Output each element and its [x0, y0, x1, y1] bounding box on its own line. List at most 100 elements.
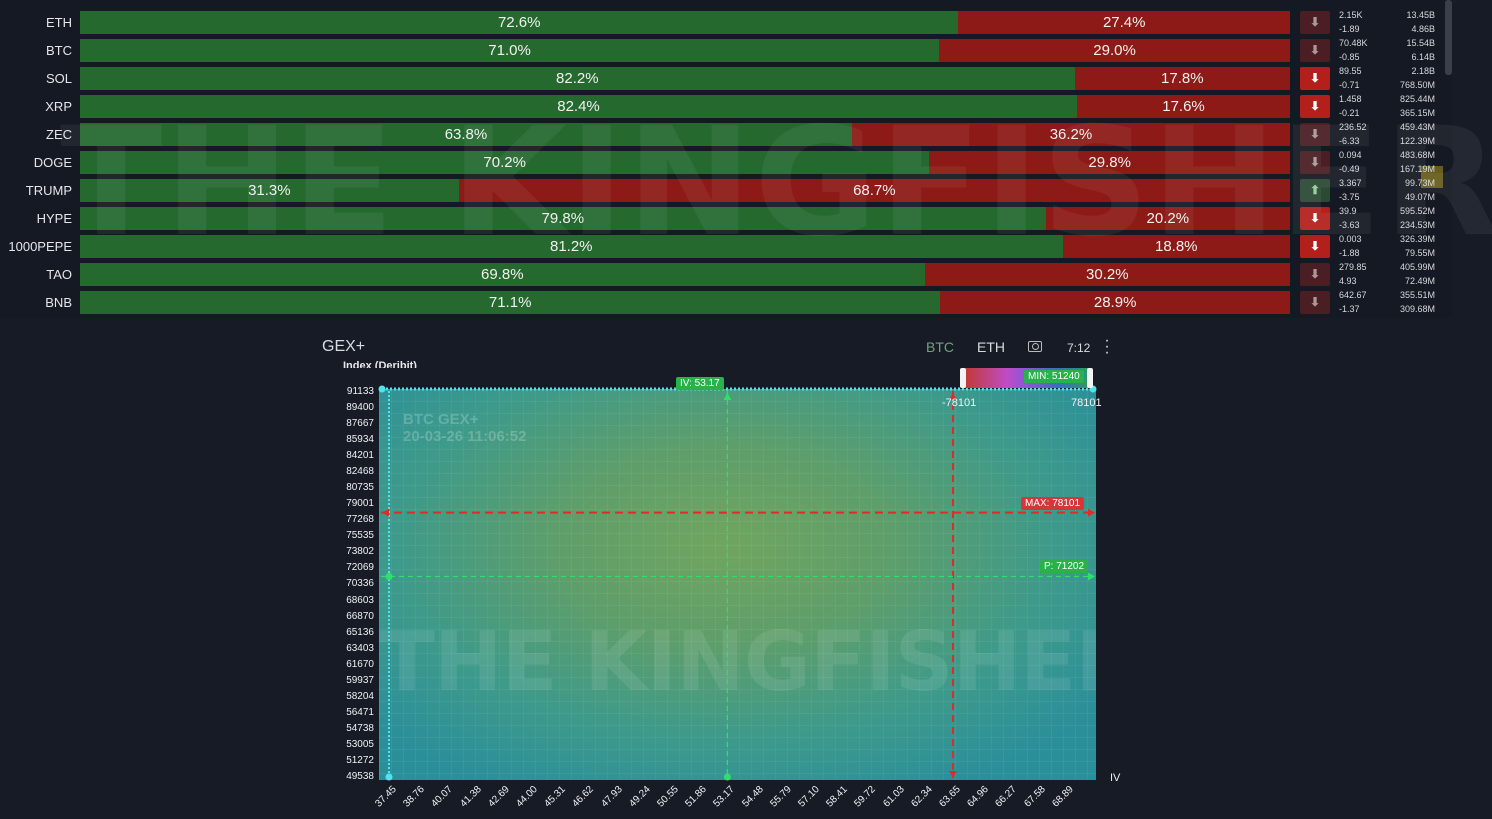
interval-time[interactable]: 7:12: [1067, 341, 1091, 355]
stat-value: 0.003: [1339, 234, 1362, 244]
y-tick-label: 79001: [346, 498, 374, 510]
stat-value: 6.14B: [1411, 52, 1435, 62]
short-segment: 29.0%: [939, 39, 1290, 62]
ratio-row: HYPE 79.8% 20.2% ⬇: [0, 207, 1452, 230]
short-pct: 28.9%: [1093, 294, 1137, 311]
y-axis-label: Index (Deribit): [343, 360, 417, 368]
plot-caption: BTC GEX+ 20-03-26 11:06:52: [403, 411, 526, 445]
x-tick-label: 41.38: [457, 784, 484, 810]
direction-arrow-icon[interactable]: ⬇: [1300, 235, 1330, 258]
x-tick-label: 63.65: [937, 784, 963, 810]
long-pct: 82.2%: [556, 70, 599, 87]
scrollbar[interactable]: [1445, 0, 1452, 75]
long-pct: 63.8%: [444, 126, 488, 143]
direction-arrow-icon[interactable]: ⬇: [1300, 95, 1330, 118]
direction-arrow-icon[interactable]: ⬇: [1300, 291, 1330, 314]
direction-arrow-icon[interactable]: ⬇: [1300, 207, 1330, 230]
long-segment: 82.4%: [80, 95, 1078, 118]
max-tag: MAX: 78101: [1021, 497, 1085, 510]
ratio-bar: 69.8% 30.2%: [80, 263, 1290, 286]
symbol-label: ZEC: [46, 127, 72, 142]
symbol-label: XRP: [45, 99, 72, 114]
direction-arrow-icon[interactable]: ⬇: [1300, 123, 1330, 146]
x-tick-label: 59.72: [852, 784, 879, 810]
slider-handle-left[interactable]: [960, 368, 966, 388]
more-menu-icon[interactable]: · · ·: [1104, 332, 1110, 361]
ratio-bar: 79.8% 20.2%: [80, 207, 1290, 230]
x-tick-label: 42.69: [486, 784, 512, 810]
stat-value: 122.39M: [1399, 136, 1435, 146]
stat-value: 4.86B: [1411, 24, 1435, 34]
iv-tag: IV: 53.17: [676, 377, 724, 390]
y-tick-label: 68603: [346, 594, 374, 606]
long-segment: 72.6%: [80, 11, 959, 34]
y-tick-label: 66870: [346, 610, 374, 622]
direction-arrow-icon[interactable]: ⬇: [1300, 67, 1330, 90]
gex-header: GEX+ BTC ETH 7:12 · · ·: [322, 332, 1122, 361]
p-tag: P: 71202: [1040, 560, 1089, 573]
ratio-row: TRUMP 31.3% 68.7% ⬆: [0, 179, 1452, 202]
y-tick-label: 63403: [346, 642, 374, 654]
stat-value: 167.19M: [1399, 164, 1435, 174]
tab-btc[interactable]: BTC: [926, 339, 954, 355]
stat-value: 39.9: [1339, 206, 1357, 216]
short-segment: 29.8%: [929, 151, 1290, 174]
ratio-bar: 82.2% 17.8%: [80, 67, 1290, 90]
stat-value: 825.44M: [1399, 94, 1435, 104]
x-tick-label: 61.03: [880, 784, 907, 810]
short-segment: 18.8%: [1062, 235, 1290, 258]
x-tick-label: 45.31: [542, 784, 568, 810]
stat-value: 4.93: [1339, 276, 1357, 286]
direction-arrow-icon[interactable]: ⬆: [1300, 179, 1330, 202]
direction-arrow-icon[interactable]: ⬇: [1300, 11, 1330, 34]
slider-handle-right[interactable]: [1087, 368, 1093, 388]
short-segment: 68.7%: [458, 179, 1290, 202]
y-tick-label: 91133: [346, 386, 374, 397]
short-pct: 17.8%: [1161, 70, 1204, 87]
y-tick-label: 49538: [346, 771, 374, 782]
stat-value: 3.367: [1339, 178, 1362, 188]
stat-value: 365.15M: [1399, 108, 1435, 118]
stat-value: 2.18B: [1411, 66, 1435, 76]
stat-value: 2.15K: [1339, 10, 1363, 20]
stat-value: -0.85: [1339, 52, 1360, 62]
short-segment: 30.2%: [924, 263, 1290, 286]
ratio-row: BNB 71.1% 28.9% ⬇: [0, 291, 1452, 314]
y-tick-label: 51272: [346, 754, 374, 766]
y-tick-label: 82468: [346, 466, 374, 478]
long-segment: 31.3%: [80, 179, 459, 202]
ratio-bar: 81.2% 18.8%: [80, 235, 1290, 258]
long-pct: 82.4%: [557, 98, 600, 115]
long-pct: 81.2%: [549, 238, 593, 255]
y-tick-label: 89400: [346, 402, 374, 414]
long-pct: 70.2%: [483, 154, 526, 171]
ratio-row: ZEC 63.8% 36.2% ⬇: [0, 123, 1452, 146]
x-tick-label: 47.93: [598, 784, 625, 810]
ratio-bar: 72.6% 27.4%: [80, 11, 1290, 34]
stat-value: 79.55M: [1404, 248, 1435, 258]
y-tick-label: 87667: [346, 418, 374, 430]
plot-grid: [379, 389, 1096, 780]
ratio-row: TAO 69.8% 30.2% ⬇: [0, 263, 1452, 286]
x-tick-label: 57.10: [796, 784, 822, 810]
stat-value: 13.45B: [1406, 10, 1435, 20]
short-pct: 27.4%: [1102, 14, 1146, 31]
y-tick-label: 61670: [346, 658, 374, 670]
stat-value: 1.458: [1339, 94, 1362, 104]
highlight-marker: [1421, 166, 1443, 188]
y-tick-label: 80735: [346, 482, 374, 494]
gex-heatmap[interactable]: THE KINGFISHER BTC GEX+ 20-03-26 11:06:5…: [379, 389, 1096, 780]
direction-arrow-icon[interactable]: ⬇: [1300, 151, 1330, 174]
colorbar-max: 78101: [1071, 397, 1102, 409]
stat-value: 49.07M: [1404, 192, 1435, 202]
colorbar-min: -78101: [942, 397, 977, 409]
y-tick-label: 54738: [346, 722, 374, 734]
tab-eth[interactable]: ETH: [977, 339, 1005, 355]
ratio-row: ETH 72.6% 27.4% ⬇: [0, 11, 1452, 34]
y-tick-label: 56471: [346, 706, 374, 718]
camera-icon[interactable]: [1028, 341, 1042, 352]
direction-arrow-icon[interactable]: ⬇: [1300, 263, 1330, 286]
long-segment: 79.8%: [80, 207, 1046, 230]
stat-value: -3.63: [1339, 220, 1360, 230]
direction-arrow-icon[interactable]: ⬇: [1300, 39, 1330, 62]
